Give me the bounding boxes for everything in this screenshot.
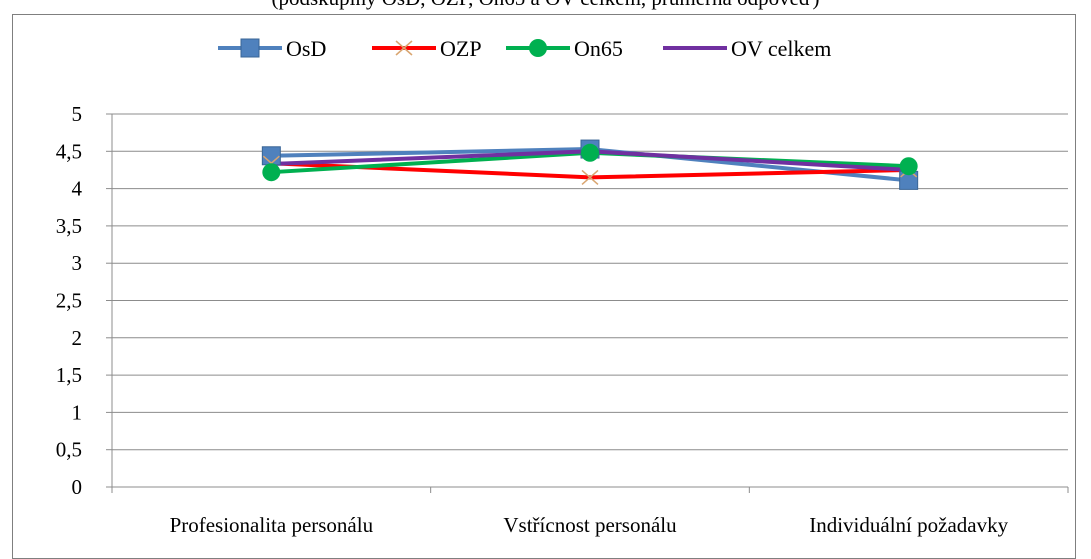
y-tick-label: 0,5	[56, 438, 82, 462]
y-tick-label: 1,5	[56, 363, 82, 387]
data-point-on65	[899, 157, 918, 176]
y-tick-label: 4,5	[56, 139, 82, 163]
x-tick-labels: Profesionalita personálu Vstřícnost perso…	[170, 513, 1009, 537]
x-stroke	[581, 169, 599, 185]
legend-label: On65	[574, 36, 623, 61]
legend-label: OsD	[286, 36, 326, 61]
legend-label: OZP	[440, 36, 482, 61]
legend-entry: On65	[506, 36, 623, 61]
y-tick-label: 2	[72, 326, 83, 350]
y-tick-labels: 0 0,5 1 1,5 2 2,5 3 3,5 4 4,5 5	[56, 102, 83, 499]
series-markers	[261, 139, 919, 190]
y-tick-label: 3,5	[56, 214, 82, 238]
x-tick-label: Vstřícnost personálu	[503, 513, 677, 537]
legend-label: OV celkem	[731, 36, 831, 61]
legend: OsD OZP On65 OV celkem	[218, 36, 831, 61]
x-tick-label: Individuální požadavky	[809, 513, 1008, 537]
y-tick-label: 3	[72, 251, 83, 275]
data-point-on65	[262, 163, 281, 182]
data-point-ozp	[581, 169, 599, 185]
legend-marker	[395, 40, 413, 56]
y-tick-label: 2,5	[56, 289, 82, 313]
legend-entry: OsD	[218, 36, 326, 61]
x-stroke	[395, 40, 413, 56]
chart-subtitle: (podskupiny OsD, OZP, On65 a OV celkem, …	[0, 0, 1091, 11]
y-tick-label: 5	[72, 102, 83, 126]
axes	[106, 113, 1069, 493]
y-tick-label: 4	[72, 177, 83, 201]
y-tick-label: 1	[72, 400, 83, 424]
legend-entry: OZP	[372, 36, 482, 61]
legend-entry: OV celkem	[663, 36, 831, 61]
data-point-osd	[261, 146, 281, 166]
data-point-on65	[581, 143, 599, 162]
gridlines	[112, 113, 1068, 451]
y-tick-label: 0	[72, 475, 83, 499]
legend-marker	[529, 39, 547, 57]
legend-marker	[240, 38, 260, 58]
chart-frame	[12, 14, 1076, 559]
x-tick-label: Profesionalita personálu	[170, 513, 374, 537]
